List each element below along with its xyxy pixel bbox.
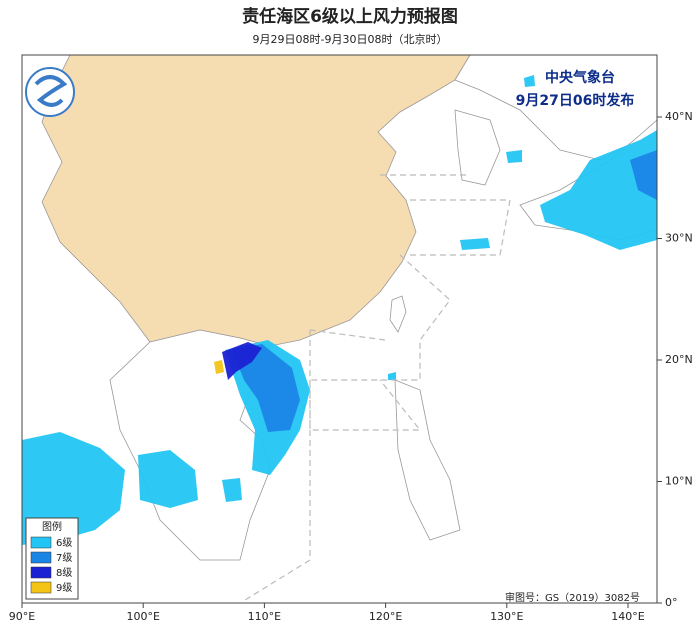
legend-label: 6级 xyxy=(56,537,72,549)
legend-title: 图例 xyxy=(42,520,62,533)
wind-area xyxy=(214,360,224,374)
china-land xyxy=(41,55,471,347)
map-frame xyxy=(21,54,658,604)
lon-label: 90°E xyxy=(9,610,35,623)
subtitle: 9月29日08时-9月30日08时（北京时） xyxy=(253,32,448,46)
wind-area xyxy=(524,75,535,87)
lat-label: 40°N xyxy=(665,110,693,123)
wind-area xyxy=(138,450,198,508)
wind-area xyxy=(232,344,300,432)
wind-areas xyxy=(22,75,657,545)
legend-label: 8级 xyxy=(56,567,72,579)
lat-label: 0° xyxy=(665,596,678,609)
issuer-name: 中央气象台 xyxy=(545,69,615,86)
wind-area xyxy=(388,372,396,380)
lat-label: 10°N xyxy=(665,475,693,488)
legend-swatch xyxy=(30,566,52,579)
wind-area xyxy=(222,342,262,380)
title: 责任海区6级以上风力预报图 xyxy=(242,6,458,27)
lon-label: 110°E xyxy=(248,610,281,623)
lat-label: 30°N xyxy=(665,232,693,245)
legend-label: 9级 xyxy=(56,582,72,594)
wind-area xyxy=(222,478,242,502)
sea-zone-lines xyxy=(244,174,511,601)
lat-label: 20°N xyxy=(665,353,693,366)
korea xyxy=(454,109,501,186)
wind-area xyxy=(22,432,125,545)
legend-swatch xyxy=(30,581,52,594)
issue-time: 9月27日06时发布 xyxy=(516,92,635,109)
indochina xyxy=(109,329,271,561)
legend-swatch xyxy=(30,551,52,564)
approval-number: 审图号：GS（2019）3082号 xyxy=(505,591,640,604)
legend-swatch xyxy=(30,536,52,549)
taiwan xyxy=(389,295,407,333)
wind-area xyxy=(630,150,657,200)
legend-label: 7级 xyxy=(56,552,72,564)
wind-area xyxy=(506,150,522,163)
lon-label: 120°E xyxy=(369,610,402,623)
logo-mark xyxy=(34,75,68,107)
lon-label: 130°E xyxy=(490,610,523,623)
lon-label: 100°E xyxy=(126,610,159,623)
lon-label: 140°E xyxy=(611,610,644,623)
land-outline xyxy=(454,55,657,161)
wind-area xyxy=(540,130,657,250)
map-area xyxy=(22,55,657,603)
wind-area xyxy=(460,238,490,250)
